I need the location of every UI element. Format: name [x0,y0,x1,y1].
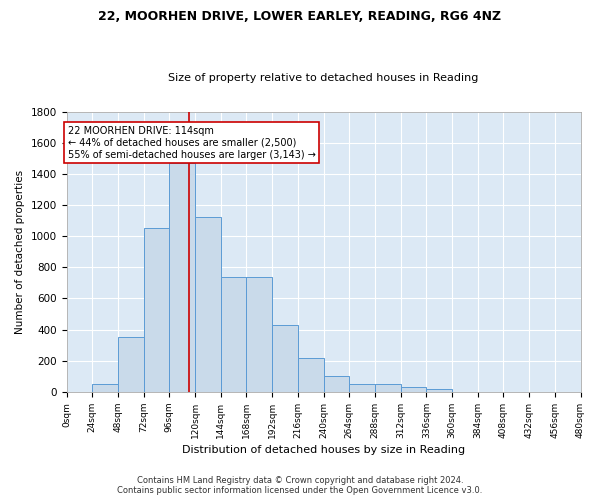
Bar [118,338,143,392]
Bar [323,376,349,392]
Bar [195,218,221,392]
Bar [427,389,452,392]
Text: 22 MOORHEN DRIVE: 114sqm
← 44% of detached houses are smaller (2,500)
55% of sem: 22 MOORHEN DRIVE: 114sqm ← 44% of detach… [68,126,316,160]
Bar [272,325,298,392]
Bar [375,384,401,392]
Bar [143,228,169,392]
Bar [169,163,195,392]
Bar [247,276,272,392]
Bar [401,388,427,392]
Y-axis label: Number of detached properties: Number of detached properties [15,170,25,334]
Bar [92,384,118,392]
Bar [349,384,375,392]
Text: Contains HM Land Registry data © Crown copyright and database right 2024.
Contai: Contains HM Land Registry data © Crown c… [118,476,482,495]
X-axis label: Distribution of detached houses by size in Reading: Distribution of detached houses by size … [182,445,465,455]
Bar [298,358,323,392]
Bar [221,276,247,392]
Title: Size of property relative to detached houses in Reading: Size of property relative to detached ho… [169,73,479,83]
Text: 22, MOORHEN DRIVE, LOWER EARLEY, READING, RG6 4NZ: 22, MOORHEN DRIVE, LOWER EARLEY, READING… [98,10,502,23]
